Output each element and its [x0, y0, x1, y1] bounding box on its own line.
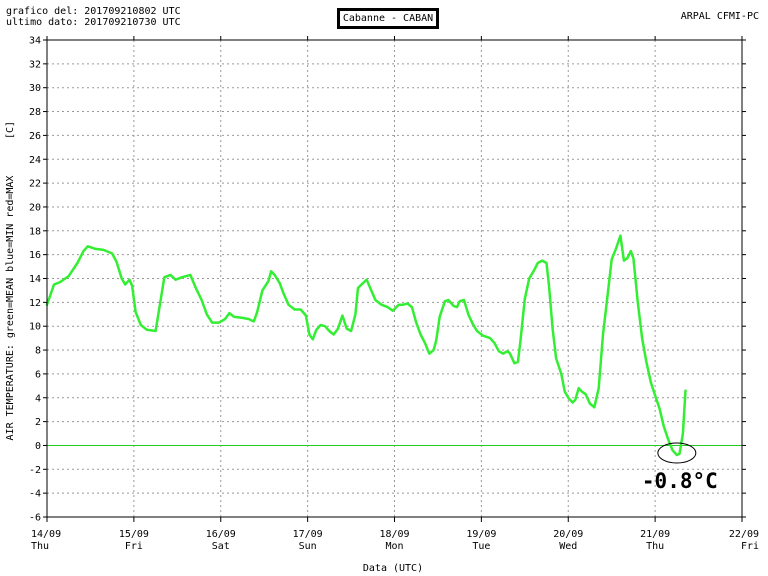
y-tick-label: 4 — [35, 393, 41, 404]
x-tick-day-label: Sun — [299, 541, 317, 552]
y-tick-label: 14 — [29, 274, 41, 285]
x-axis-title: Data (UTC) — [363, 563, 423, 574]
x-tick-day-label: Fri — [741, 541, 759, 552]
y-tick-label: 20 — [29, 202, 41, 213]
x-tick-date-label: 16/09 — [206, 529, 236, 540]
y-tick-label: 10 — [29, 322, 41, 333]
series-line-mean — [45, 234, 687, 457]
annotation-circle — [657, 442, 697, 464]
y-tick-label: 34 — [29, 36, 41, 47]
y-tick-label: -4 — [29, 489, 41, 500]
y-tick-label: 0 — [35, 441, 41, 452]
x-tick-day-label: Tue — [472, 541, 490, 552]
y-tick-label: 28 — [29, 107, 41, 118]
x-tick-day-label: Thu — [31, 541, 49, 552]
x-tick-date-label: 19/09 — [466, 529, 496, 540]
generated-time: grafico del: 201709210802 UTC — [6, 6, 181, 17]
y-axis-title: AIR TEMPERATURE: green=MEAN blue=MIN red… — [5, 176, 16, 441]
annotation-layer: -0.8°C — [642, 442, 718, 493]
y-tick-label: -2 — [29, 465, 41, 476]
y-tick-label: 24 — [29, 155, 41, 166]
y-tick-label: 22 — [29, 179, 41, 190]
y-tick-label: 18 — [29, 226, 41, 237]
x-tick-day-label: Sat — [212, 541, 230, 552]
y-tick-label: -6 — [29, 513, 41, 524]
y-tick-label: 2 — [35, 417, 41, 428]
x-tick-date-label: 14/09 — [31, 529, 61, 540]
y-tick-label: 12 — [29, 298, 41, 309]
station-title: Cabanne - CABAN — [337, 8, 439, 29]
x-tick-day-label: Thu — [646, 541, 664, 552]
x-tick-date-label: 20/09 — [553, 529, 583, 540]
y-tick-label: 32 — [29, 59, 41, 70]
x-tick-day-label: Fri — [125, 541, 143, 552]
x-tick-date-label: 17/09 — [293, 529, 323, 540]
y-tick-label: 26 — [29, 131, 41, 142]
grid — [47, 40, 742, 517]
x-tick-day-label: Mon — [385, 541, 403, 552]
y-unit-label: [C] — [5, 121, 16, 139]
series-layer — [45, 234, 687, 457]
annotation-label: -0.8°C — [642, 469, 718, 493]
x-tick-date-label: 21/09 — [640, 529, 670, 540]
x-tick-date-label: 15/09 — [119, 529, 149, 540]
source-label: ARPAL CFMI-PC — [680, 11, 759, 22]
x-tick-day-label: Wed — [559, 541, 577, 552]
y-tick-label: 6 — [35, 369, 41, 380]
station-name: Cabanne - CABAN — [342, 13, 434, 24]
y-tick-label: 8 — [35, 346, 41, 357]
x-axis-ticks: 14/09Thu15/09Fri16/09Sat17/09Sun18/09Mon… — [31, 36, 759, 552]
y-tick-label: 16 — [29, 250, 41, 261]
x-tick-date-label: 22/09 — [729, 529, 759, 540]
last-data-time: ultimo dato: 201709210730 UTC — [6, 17, 181, 28]
header-info: grafico del: 201709210802 UTC ultimo dato… — [6, 6, 181, 28]
y-tick-label: 30 — [29, 83, 41, 94]
x-tick-date-label: 18/09 — [379, 529, 409, 540]
